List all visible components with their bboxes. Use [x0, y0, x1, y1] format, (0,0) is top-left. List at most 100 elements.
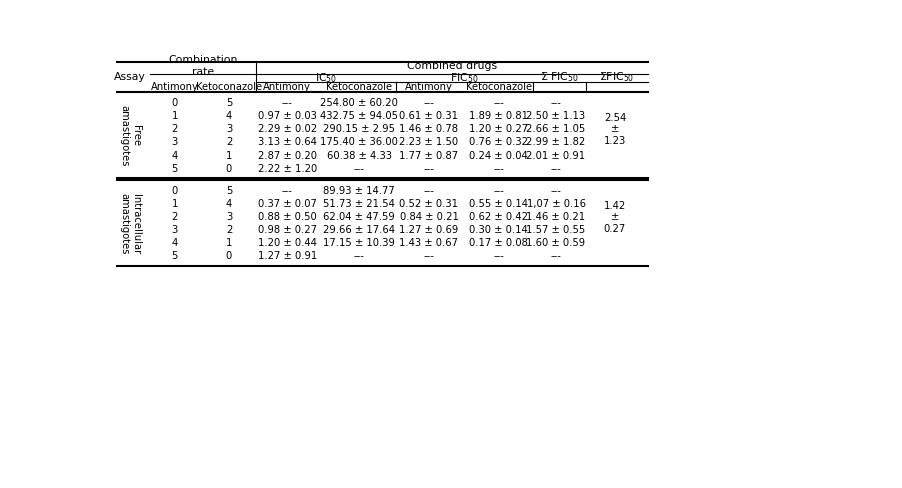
Text: 0.88 ± 0.50: 0.88 ± 0.50 — [258, 212, 317, 222]
Text: 4: 4 — [226, 111, 232, 122]
Text: 17.15 ± 10.39: 17.15 ± 10.39 — [323, 238, 395, 248]
Text: 1.43 ± 0.67: 1.43 ± 0.67 — [400, 238, 458, 248]
Text: 1.20 ± 0.44: 1.20 ± 0.44 — [258, 238, 317, 248]
Text: ---: --- — [424, 251, 435, 262]
Text: 1.77 ± 0.87: 1.77 ± 0.87 — [400, 151, 458, 161]
Text: 2: 2 — [226, 138, 232, 147]
Text: 5: 5 — [171, 163, 178, 174]
Text: 0: 0 — [171, 186, 178, 196]
Text: 2.22 ± 1.20: 2.22 ± 1.20 — [257, 163, 317, 174]
Text: Ketoconazole: Ketoconazole — [196, 82, 262, 92]
Text: 1.20 ± 0.27: 1.20 ± 0.27 — [469, 124, 529, 134]
Text: 2.01 ± 0.91: 2.01 ± 0.91 — [527, 151, 585, 161]
Text: 2.87 ± 0.20: 2.87 ± 0.20 — [258, 151, 317, 161]
Text: 1.46 ± 0.21: 1.46 ± 0.21 — [527, 212, 585, 222]
Text: 1.60 ± 0.59: 1.60 ± 0.59 — [527, 238, 585, 248]
Text: 1.27 ± 0.69: 1.27 ± 0.69 — [400, 225, 458, 235]
Text: Free
amastigotes: Free amastigotes — [119, 105, 141, 167]
Text: 51.73 ± 21.54: 51.73 ± 21.54 — [323, 199, 395, 209]
Text: 0: 0 — [171, 98, 178, 108]
Text: Ketoconazole: Ketoconazole — [327, 82, 392, 92]
Text: ---: --- — [550, 163, 561, 174]
Text: 4: 4 — [171, 238, 178, 248]
Text: 1.89 ± 0.81: 1.89 ± 0.81 — [469, 111, 529, 122]
Text: 0.62 ± 0.42: 0.62 ± 0.42 — [469, 212, 529, 222]
Text: 1: 1 — [226, 238, 232, 248]
Text: ΣFIC$_{50}$: ΣFIC$_{50}$ — [599, 70, 634, 83]
Text: 290.15 ± 2.95: 290.15 ± 2.95 — [323, 124, 395, 134]
Text: 60.38 ± 4.33: 60.38 ± 4.33 — [327, 151, 391, 161]
Text: Combination
rate: Combination rate — [169, 56, 238, 77]
Text: ---: --- — [424, 186, 435, 196]
Text: 0.30 ± 0.14: 0.30 ± 0.14 — [469, 225, 528, 235]
Text: 0: 0 — [226, 251, 232, 262]
Text: ---: --- — [493, 186, 504, 196]
Text: 175.40 ± 36.00: 175.40 ± 36.00 — [320, 138, 398, 147]
Text: FIC$_{50}$: FIC$_{50}$ — [450, 71, 478, 85]
Text: Antimony: Antimony — [405, 82, 453, 92]
Text: 3: 3 — [171, 225, 178, 235]
Text: 0.24 ± 0.04: 0.24 ± 0.04 — [469, 151, 528, 161]
Text: 3: 3 — [226, 124, 232, 134]
Text: 2: 2 — [171, 124, 178, 134]
Text: 0.52 ± 0.31: 0.52 ± 0.31 — [400, 199, 458, 209]
Text: ---: --- — [354, 251, 364, 262]
Text: Ketoconazole: Ketoconazole — [465, 82, 532, 92]
Text: 0.98 ± 0.27: 0.98 ± 0.27 — [258, 225, 317, 235]
Text: 29.66 ± 17.64: 29.66 ± 17.64 — [323, 225, 395, 235]
Text: 0.76 ± 0.32: 0.76 ± 0.32 — [469, 138, 529, 147]
Text: 89.93 ± 14.77: 89.93 ± 14.77 — [323, 186, 395, 196]
Text: 3: 3 — [171, 138, 178, 147]
Text: 1.42
±
0.27: 1.42 ± 0.27 — [603, 201, 626, 234]
Text: Intracellular
amastigotes: Intracellular amastigotes — [119, 193, 141, 254]
Text: 1: 1 — [226, 151, 232, 161]
Text: ---: --- — [493, 98, 504, 108]
Text: 2.50 ± 1.13: 2.50 ± 1.13 — [527, 111, 585, 122]
Text: 432.75 ± 94.05: 432.75 ± 94.05 — [320, 111, 398, 122]
Text: 3.13 ± 0.64: 3.13 ± 0.64 — [258, 138, 317, 147]
Text: 5: 5 — [171, 251, 178, 262]
Text: Antimony: Antimony — [263, 82, 311, 92]
Text: Assay: Assay — [114, 72, 146, 81]
Text: 1.27 ± 0.91: 1.27 ± 0.91 — [257, 251, 317, 262]
Text: IC$_{50}$: IC$_{50}$ — [315, 71, 337, 85]
Text: 5: 5 — [226, 98, 232, 108]
Text: 62.04 ± 47.59: 62.04 ± 47.59 — [323, 212, 395, 222]
Text: ---: --- — [550, 186, 561, 196]
Text: 2.23 ± 1.50: 2.23 ± 1.50 — [400, 138, 458, 147]
Text: 2.54
±
1.23: 2.54 ± 1.23 — [603, 113, 626, 146]
Text: 0.37 ± 0.07: 0.37 ± 0.07 — [258, 199, 317, 209]
Text: 2.99 ± 1.82: 2.99 ± 1.82 — [527, 138, 585, 147]
Text: 1.46 ± 0.78: 1.46 ± 0.78 — [400, 124, 458, 134]
Text: 0: 0 — [226, 163, 232, 174]
Text: 254.80 ± 60.20: 254.80 ± 60.20 — [320, 98, 398, 108]
Text: 1,07 ± 0.16: 1,07 ± 0.16 — [527, 199, 585, 209]
Text: ---: --- — [550, 98, 561, 108]
Text: 0.61 ± 0.31: 0.61 ± 0.31 — [400, 111, 458, 122]
Text: 2: 2 — [171, 212, 178, 222]
Text: ---: --- — [281, 186, 292, 196]
Text: Σ FIC$_{50}$: Σ FIC$_{50}$ — [539, 70, 578, 83]
Text: 0.84 ± 0.21: 0.84 ± 0.21 — [400, 212, 458, 222]
Text: 0.17 ± 0.08: 0.17 ± 0.08 — [469, 238, 529, 248]
Text: 2.66 ± 1.05: 2.66 ± 1.05 — [527, 124, 585, 134]
Text: ---: --- — [550, 251, 561, 262]
Text: ---: --- — [493, 251, 504, 262]
Text: ---: --- — [354, 163, 364, 174]
Text: 3: 3 — [226, 212, 232, 222]
Text: Combined drugs: Combined drugs — [407, 61, 497, 71]
Text: 0.97 ± 0.03: 0.97 ± 0.03 — [258, 111, 317, 122]
Text: 1: 1 — [171, 199, 178, 209]
Text: 4: 4 — [171, 151, 178, 161]
Text: ---: --- — [424, 98, 435, 108]
Text: 0.55 ± 0.14: 0.55 ± 0.14 — [469, 199, 529, 209]
Text: ---: --- — [424, 163, 435, 174]
Text: 2.29 ± 0.02: 2.29 ± 0.02 — [258, 124, 317, 134]
Text: 1: 1 — [171, 111, 178, 122]
Text: ---: --- — [281, 98, 292, 108]
Text: 1.57 ± 0.55: 1.57 ± 0.55 — [527, 225, 585, 235]
Text: Antimony: Antimony — [151, 82, 198, 92]
Text: 5: 5 — [226, 186, 232, 196]
Text: ---: --- — [493, 163, 504, 174]
Text: 4: 4 — [226, 199, 232, 209]
